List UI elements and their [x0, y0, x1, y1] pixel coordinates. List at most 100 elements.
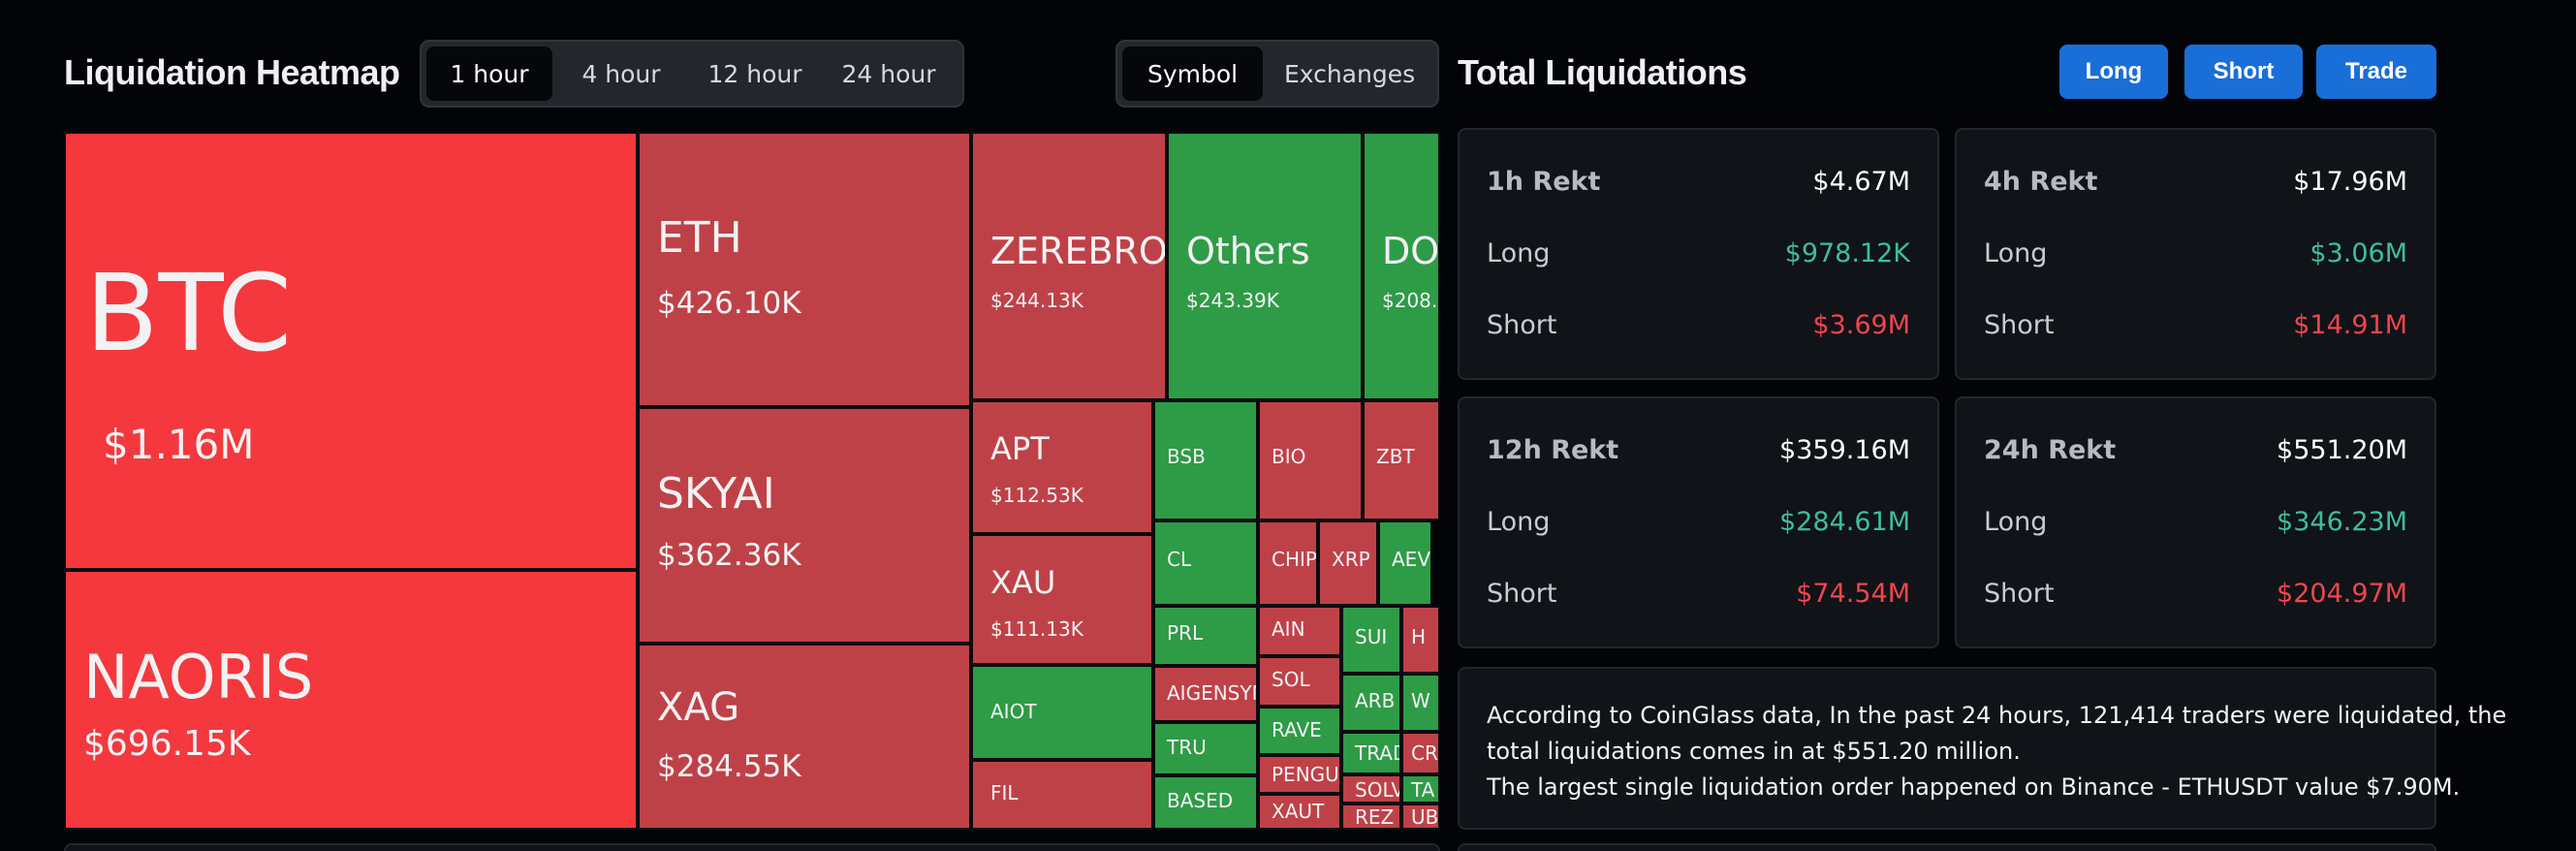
cell-symbol: TA: [1411, 778, 1435, 802]
card-label: 4h Rekt: [1984, 167, 2098, 197]
summary-line: The largest single liquidation order hap…: [1487, 773, 2461, 801]
cell-symbol: AIOT: [990, 700, 1037, 723]
short-label: Short: [1487, 579, 1557, 609]
treemap-cell-xaut[interactable]: XAUT: [1258, 794, 1341, 830]
card-label: 24h Rekt: [1984, 435, 2117, 465]
treemap-cell-based[interactable]: BASED: [1153, 775, 1258, 830]
cell-value: $112.53K: [990, 484, 1084, 507]
cell-value: $426.10K: [657, 286, 801, 321]
short-value: $74.54M: [1796, 579, 1910, 609]
cell-value: $208.2: [1382, 289, 1438, 312]
trade-button[interactable]: Trade: [2316, 45, 2436, 99]
long-label: Long: [1487, 507, 1551, 537]
short-value: $14.91M: [2293, 310, 2407, 340]
cell-value: $1.16M: [103, 421, 255, 468]
treemap-cell-zbt[interactable]: ZBT: [1363, 400, 1440, 520]
treemap-cell-ub[interactable]: UB: [1401, 804, 1440, 830]
treemap-cell-doge[interactable]: DOGE $208.2: [1363, 132, 1440, 400]
card-total: $359.16M: [1779, 435, 1910, 465]
card-total: $17.96M: [2293, 167, 2407, 197]
cell-symbol: SOLV: [1355, 778, 1401, 802]
treemap-cell-pengu[interactable]: PENGU: [1258, 755, 1341, 794]
long-label: Long: [1984, 238, 2048, 268]
long-value: $978.12K: [1784, 238, 1910, 268]
treemap-cell-aevo[interactable]: AEVO: [1378, 520, 1432, 606]
treemap-cell-eth[interactable]: ETH $426.10K: [638, 132, 971, 407]
cell-symbol: BSB: [1167, 445, 1206, 468]
cell-symbol: XAU: [990, 564, 1056, 601]
cell-symbol: Others: [1186, 230, 1310, 272]
long-value: $346.23M: [2277, 507, 2407, 537]
cell-value: $244.13K: [990, 289, 1084, 312]
long-label: Long: [1984, 507, 2048, 537]
treemap-cell-prl[interactable]: PRL: [1153, 606, 1258, 666]
range-1h-button[interactable]: 1 hour: [426, 47, 552, 101]
long-value: $284.61M: [1779, 507, 1910, 537]
cell-symbol: CHIP: [1272, 548, 1317, 571]
treemap-cell-ain[interactable]: AIN: [1258, 606, 1341, 656]
liquidation-summary: According to CoinGlass data, In the past…: [1458, 667, 2506, 830]
range-24h-button[interactable]: 24 hour: [841, 59, 936, 88]
short-value: $3.69M: [1812, 310, 1910, 340]
cell-symbol: UB: [1411, 805, 1439, 829]
treemap-cell-fil[interactable]: FIL: [971, 760, 1153, 830]
cell-symbol: TRU: [1167, 736, 1207, 759]
treemap-cell-cr[interactable]: CR: [1401, 732, 1440, 774]
treemap-cell-tru[interactable]: TRU: [1153, 722, 1258, 775]
cell-symbol: AIGENSYN: [1167, 681, 1258, 705]
treemap-cell-bio[interactable]: BIO: [1258, 400, 1363, 520]
cell-symbol: AEVO: [1392, 548, 1430, 571]
cell-symbol: AIN: [1272, 617, 1305, 641]
cell-value: $284.55K: [657, 749, 801, 784]
rekt-card-12h: 12h Rekt $359.16M Long $284.61M Short $74.5…: [1458, 396, 1939, 648]
short-label: Short: [1984, 579, 2055, 609]
view-exchanges-button[interactable]: Exchanges: [1283, 59, 1416, 88]
cell-symbol: ZBT: [1376, 445, 1415, 468]
cell-symbol: BASED: [1167, 789, 1234, 812]
cell-symbol: APT: [990, 430, 1050, 467]
treemap-cell-solv[interactable]: SOLV: [1341, 774, 1401, 804]
treemap-cell-rave[interactable]: RAVE: [1258, 707, 1341, 755]
range-4h-button[interactable]: 4 hour: [581, 59, 661, 88]
treemap-cell-aigensyn[interactable]: AIGENSYN: [1153, 666, 1258, 722]
treemap-cell-xag[interactable]: XAG $284.55K: [638, 644, 971, 830]
treemap-cell-aiot[interactable]: AIOT: [971, 665, 1153, 760]
cell-symbol: BIO: [1272, 445, 1306, 468]
long-label: Long: [1487, 238, 1551, 268]
treemap-cell-zerebro[interactable]: ZEREBRO $244.13K: [971, 132, 1167, 400]
range-12h-button[interactable]: 12 hour: [707, 59, 802, 88]
treemap-cell-others[interactable]: Others $243.39K: [1167, 132, 1363, 400]
long-button[interactable]: Long: [2059, 45, 2168, 99]
cell-value: $696.15K: [83, 724, 251, 764]
treemap-cell-trad[interactable]: TRAD: [1341, 732, 1401, 774]
treemap-cell-chip[interactable]: CHIP: [1258, 520, 1318, 606]
treemap-cell-sui[interactable]: SUI: [1341, 606, 1401, 674]
treemap-cell-bsb[interactable]: BSB: [1153, 400, 1258, 520]
treemap-cell-cl[interactable]: CL: [1153, 520, 1258, 606]
liquidation-treemap: BTC $1.16M NAORIS $696.15K ETH $426.10K SKYAI $…: [64, 132, 1440, 830]
treemap-cell-arb[interactable]: ARB: [1341, 674, 1401, 732]
cell-symbol: ZEREBRO: [990, 230, 1167, 272]
cell-symbol: CR: [1411, 741, 1438, 765]
cell-symbol: DOGE: [1382, 230, 1440, 272]
treemap-cell-btc[interactable]: BTC $1.16M: [64, 132, 638, 570]
cell-value: $243.39K: [1186, 289, 1279, 312]
treemap-cell-skyai[interactable]: SKYAI $362.36K: [638, 407, 971, 644]
treemap-cell-apt[interactable]: APT $112.53K: [971, 400, 1153, 534]
treemap-cell-w[interactable]: W: [1401, 674, 1440, 732]
treemap-cell-ta[interactable]: TA: [1401, 774, 1440, 804]
treemap-cell-xau[interactable]: XAU $111.13K: [971, 534, 1153, 665]
card-label: 12h Rekt: [1487, 435, 1619, 465]
treemap-cell-naoris[interactable]: NAORIS $696.15K: [64, 570, 638, 830]
cell-symbol: REZ: [1355, 805, 1395, 829]
view-symbol-button[interactable]: Symbol: [1122, 47, 1264, 101]
cell-symbol: XAG: [657, 685, 740, 730]
time-range-selector: 1 hour 4 hour 12 hour 24 hour: [420, 40, 964, 108]
treemap-cell-xrp[interactable]: XRP: [1318, 520, 1378, 606]
cell-symbol: ARB: [1355, 689, 1396, 712]
short-button[interactable]: Short: [2184, 45, 2303, 99]
treemap-cell-h[interactable]: H: [1401, 606, 1440, 674]
treemap-cell-rez[interactable]: REZ: [1341, 804, 1401, 830]
total-liquidations-title: Total Liquidations: [1458, 52, 1747, 92]
treemap-cell-sol[interactable]: SOL: [1258, 656, 1341, 707]
